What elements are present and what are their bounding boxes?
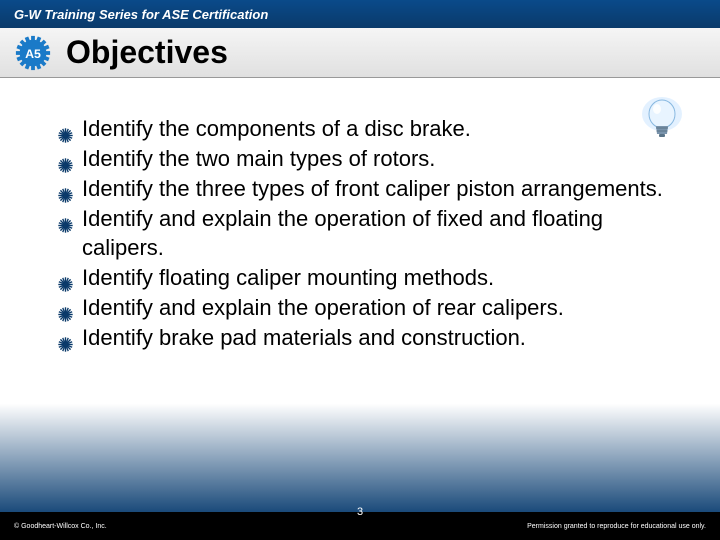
objective-text: Identify the three types of front calipe… (82, 176, 663, 201)
objective-text: Identify and explain the operation of fi… (82, 206, 603, 260)
footer: © Goodheart-Willcox Co., Inc. Permission… (0, 512, 720, 540)
objective-text: Identify brake pad materials and constru… (82, 325, 526, 350)
objective-item: Identify brake pad materials and constru… (58, 323, 670, 352)
ase-badge: A5 (14, 34, 52, 72)
objective-text: Identify and explain the operation of re… (82, 295, 564, 320)
starburst-bullet-icon (58, 270, 73, 285)
starburst-bullet-icon (58, 211, 73, 226)
objective-item: Identify and explain the operation of fi… (58, 204, 670, 262)
objective-text: Identify the two main types of rotors. (82, 146, 435, 171)
gear-icon: A5 (16, 35, 50, 69)
series-title: G-W Training Series for ASE Certificatio… (14, 7, 268, 22)
starburst-bullet-icon (58, 151, 73, 166)
objective-item: Identify the components of a disc brake. (58, 114, 670, 143)
objective-item: Identify and explain the operation of re… (58, 293, 670, 322)
starburst-bullet-icon (58, 121, 73, 136)
content-area: Identify the components of a disc brake.… (0, 78, 720, 512)
objective-text: Identify the components of a disc brake. (82, 116, 471, 141)
objective-item: Identify the two main types of rotors. (58, 144, 670, 173)
header-bar: G-W Training Series for ASE Certificatio… (0, 0, 720, 28)
starburst-bullet-icon (58, 330, 73, 345)
objective-item: Identify floating caliper mounting metho… (58, 263, 670, 292)
objectives-list: Identify the components of a disc brake.… (58, 114, 670, 352)
copyright-text: © Goodheart-Willcox Co., Inc. (14, 523, 107, 530)
page-title: Objectives (66, 34, 228, 71)
permission-text: Permission granted to reproduce for educ… (527, 523, 706, 530)
objective-item: Identify the three types of front calipe… (58, 174, 670, 203)
objective-text: Identify floating caliper mounting metho… (82, 265, 494, 290)
badge-label: A5 (25, 46, 41, 60)
title-bar: A5 Objectives (0, 28, 720, 78)
starburst-bullet-icon (58, 300, 73, 315)
starburst-bullet-icon (58, 181, 73, 196)
